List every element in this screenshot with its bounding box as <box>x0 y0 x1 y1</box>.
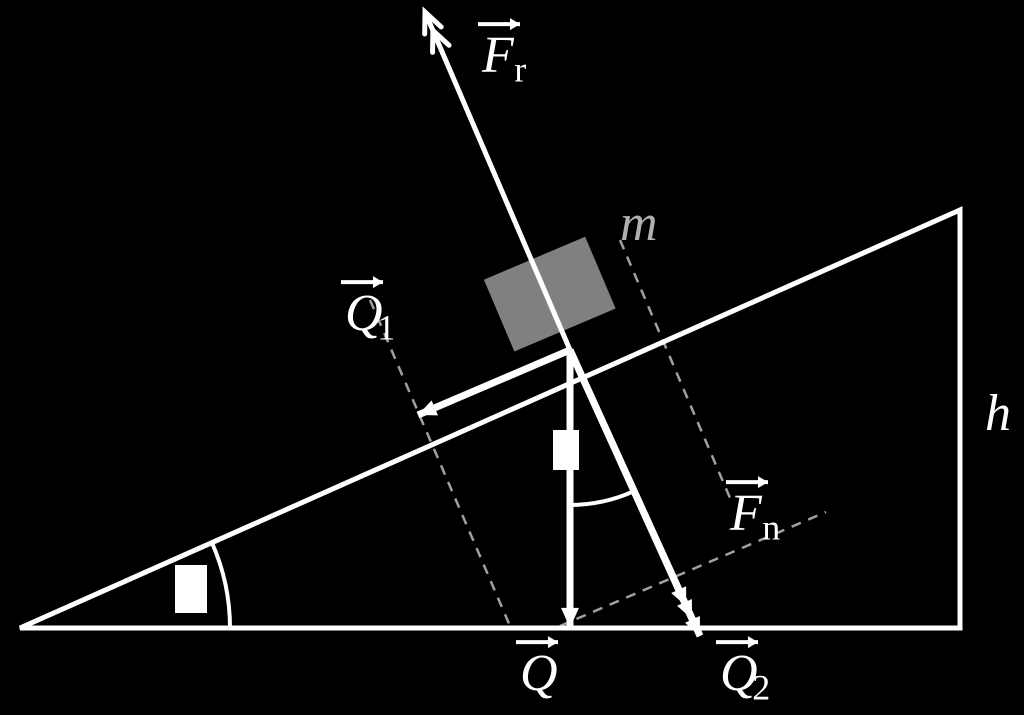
svg-text:F: F <box>481 27 515 84</box>
label-Q1: Q1 <box>341 276 395 347</box>
label-Fn: Fn <box>726 476 780 547</box>
svg-text:1: 1 <box>377 307 395 347</box>
label-m: m <box>620 195 658 252</box>
svg-text:n: n <box>762 507 780 547</box>
svg-text:F: F <box>729 485 763 542</box>
guide-g2 <box>560 512 826 626</box>
incline-triangle <box>20 210 960 628</box>
vector-Q1 <box>418 350 570 415</box>
label-h: h <box>985 385 1011 442</box>
svg-text:h: h <box>985 385 1011 442</box>
svg-text:r: r <box>514 49 526 89</box>
guide-g3 <box>620 240 730 498</box>
angle-box-alpha <box>175 565 207 613</box>
vector-Q <box>561 350 579 628</box>
label-Fr: Fr <box>478 18 526 89</box>
inclined-plane-diagram: Fr Q1 Fn Q Q2 m h <box>0 0 1024 715</box>
mass-block <box>484 237 616 352</box>
svg-text:2: 2 <box>752 667 770 707</box>
label-Q2: Q2 <box>716 636 770 707</box>
angle-box-beta <box>553 430 579 470</box>
angle-arc-alpha <box>212 543 230 628</box>
label-Q: Q <box>516 636 558 702</box>
svg-text:m: m <box>620 195 658 252</box>
svg-text:Q: Q <box>520 645 558 702</box>
angle-arc-beta <box>570 492 633 505</box>
